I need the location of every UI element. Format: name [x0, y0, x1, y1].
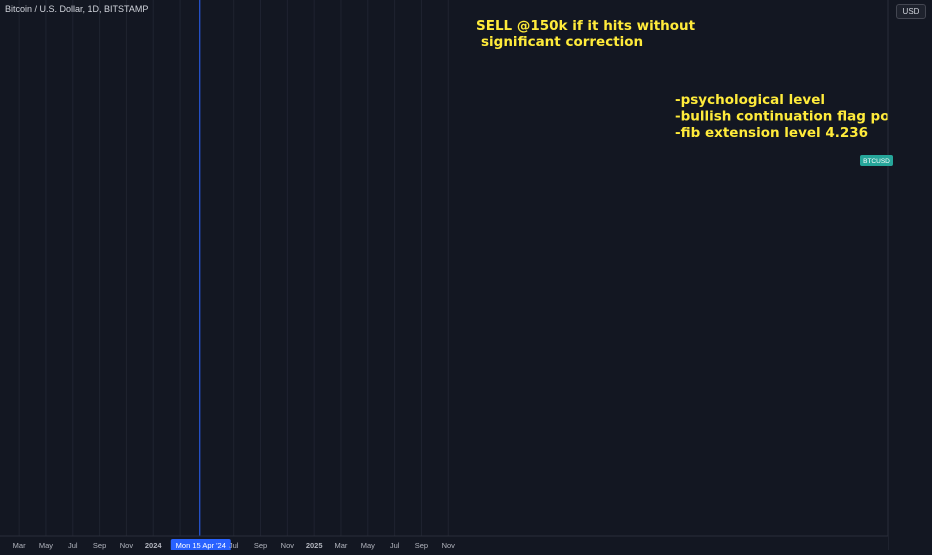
- annotation-reason-line: -bullish continuation flag pole: [675, 109, 903, 125]
- time-axis-tick: May: [39, 541, 53, 550]
- time-axis-tick: Mar: [13, 541, 26, 550]
- time-axis-tick: Nov: [442, 541, 456, 550]
- symbol-tag: [860, 155, 893, 166]
- crosshair-date-label: Mon 15 Apr '24: [176, 541, 226, 550]
- time-axis-tick: Jul: [68, 541, 78, 550]
- crosshair-date-tag: [170, 539, 231, 551]
- time-axis-tick: 2025: [306, 541, 323, 550]
- currency-button[interactable]: USD: [896, 4, 926, 19]
- annotation-sell-line: SELL @150k if it hits without: [476, 18, 696, 34]
- annotation-sell-line: significant correction: [481, 34, 643, 50]
- annotation-reason-line: -psychological level: [675, 92, 825, 108]
- chart-title: Bitcoin / U.S. Dollar, 1D, BITSTAMP: [5, 4, 149, 14]
- time-axis-tick: Nov: [120, 541, 134, 550]
- price-axis-background: [888, 0, 932, 550]
- time-axis-tick: Jul: [390, 541, 400, 550]
- time-axis-tick: Jul: [229, 541, 239, 550]
- time-axis-tick: Sep: [254, 541, 267, 550]
- time-axis-tick: May: [361, 541, 375, 550]
- time-axis-tick: Nov: [281, 541, 295, 550]
- time-axis-tick: Sep: [93, 541, 106, 550]
- time-axis-tick: Sep: [415, 541, 428, 550]
- time-axis-tick: 2024: [145, 541, 163, 550]
- time-axis-tick: Mar: [335, 541, 348, 550]
- symbol-tag-text: BTCUSD: [863, 158, 890, 165]
- annotation-reason-line: -fib extension level 4.236: [675, 125, 868, 141]
